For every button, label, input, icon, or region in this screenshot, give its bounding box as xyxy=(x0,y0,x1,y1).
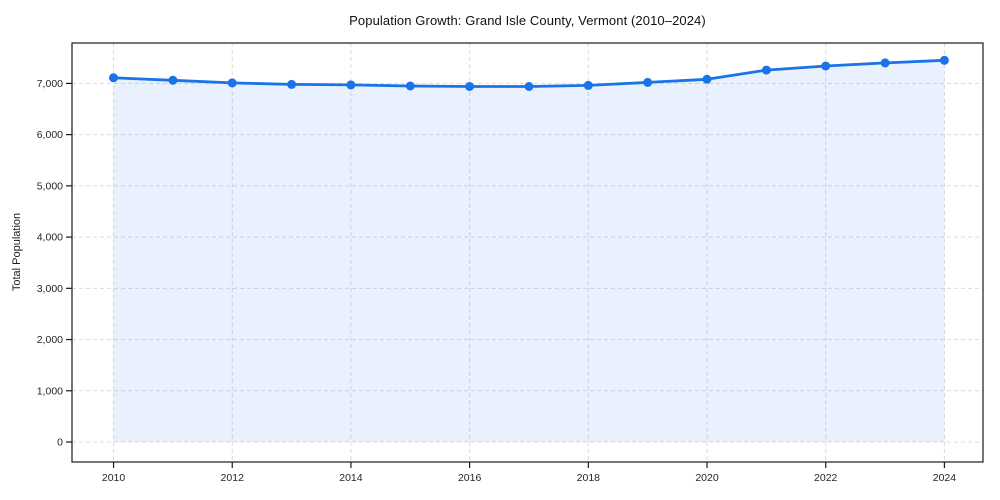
y-tick-label: 6,000 xyxy=(37,129,63,141)
data-point-2023 xyxy=(880,58,890,68)
data-point-2010 xyxy=(109,73,118,83)
x-tick-label: 2016 xyxy=(458,472,482,484)
y-tick-label: 0 xyxy=(57,437,63,449)
data-point-2015 xyxy=(405,81,415,91)
data-point-2020 xyxy=(702,74,712,84)
y-axis-label: Total Population xyxy=(11,212,23,292)
y-tick-label: 3,000 xyxy=(37,283,63,295)
data-point-2024 xyxy=(939,55,949,65)
x-tick-label: 2020 xyxy=(695,472,719,484)
chart-title: Population Growth: Grand Isle County, Ve… xyxy=(349,13,706,28)
data-point-2011 xyxy=(168,75,178,85)
series-area-fill xyxy=(113,60,945,443)
y-tick-label: 1,000 xyxy=(37,385,63,397)
data-point-2017 xyxy=(524,82,534,91)
x-tick-label: 2024 xyxy=(933,472,957,484)
data-point-2018 xyxy=(583,80,593,90)
x-tick-label: 2022 xyxy=(814,472,838,484)
plot-border xyxy=(71,42,984,463)
y-tick-label: 4,000 xyxy=(37,232,63,244)
data-point-2013 xyxy=(287,79,297,89)
x-tick-label: 2010 xyxy=(102,472,126,484)
data-point-2012 xyxy=(227,78,237,88)
x-tick-label: 2014 xyxy=(339,472,363,484)
data-point-2016 xyxy=(465,82,475,91)
data-point-2019 xyxy=(643,77,653,87)
data-point-2021 xyxy=(761,65,771,75)
x-tick-label: 2018 xyxy=(577,472,601,484)
y-tick-label: 7,000 xyxy=(37,78,63,90)
y-tick-label: 5,000 xyxy=(37,180,63,192)
x-tick-label: 2012 xyxy=(221,472,245,484)
data-point-2014 xyxy=(346,80,356,90)
y-tick-label: 2,000 xyxy=(37,334,63,346)
data-point-2022 xyxy=(821,61,831,71)
